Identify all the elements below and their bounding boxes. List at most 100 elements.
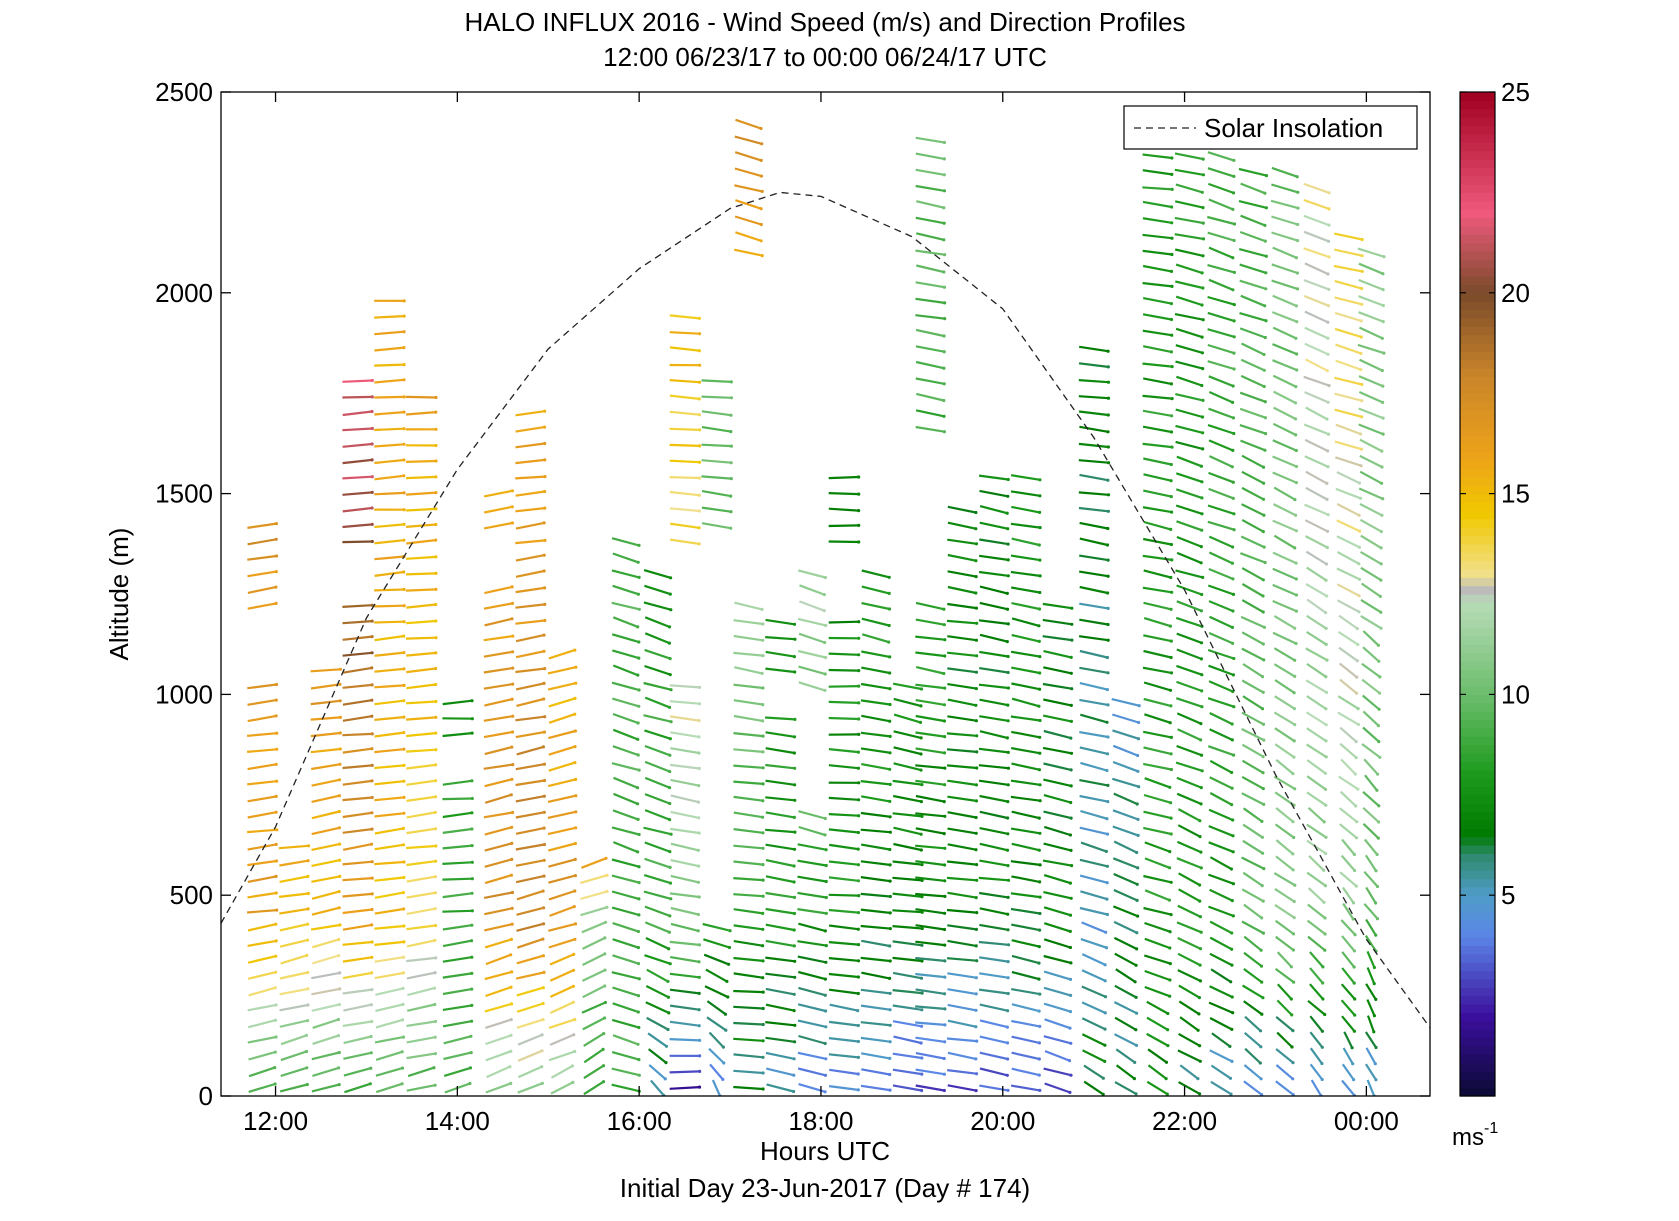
wind-barb-head (1038, 945, 1041, 948)
wind-barb-head (371, 796, 374, 799)
wind-barb (1274, 777, 1294, 789)
wind-barb-head (920, 1056, 923, 1059)
wind-barb-head (371, 442, 374, 445)
wind-barb-head (793, 960, 796, 963)
wind-barb-head (1135, 1044, 1138, 1047)
wind-barb (407, 893, 436, 898)
wind-barb-head (1198, 1044, 1201, 1047)
wind-barb-head (1170, 479, 1173, 482)
wind-barb (766, 1053, 794, 1059)
wind-barb-head (1379, 627, 1382, 630)
wind-barb (1079, 347, 1108, 351)
wind-barb-head (637, 913, 640, 916)
wind-barb-head (572, 985, 575, 988)
wind-barb (733, 846, 763, 849)
wind-barb-head (761, 816, 764, 819)
wind-barb-head (338, 778, 341, 781)
wind-barb-head (637, 865, 640, 868)
wind-barb (1178, 906, 1201, 917)
wind-barb (1012, 764, 1040, 770)
wind-barb (1340, 808, 1357, 822)
wind-barb-head (574, 858, 577, 861)
wind-barb-head (1199, 979, 1202, 982)
wind-barb-head (1200, 303, 1203, 306)
wind-barb (1177, 794, 1201, 804)
wind-barb (980, 587, 1007, 594)
wind-barb (516, 555, 544, 560)
wind-barb (1361, 616, 1381, 628)
wind-barb (1276, 1049, 1293, 1063)
wind-barb-head (1356, 659, 1359, 662)
wind-barb-head (729, 495, 732, 498)
wind-barb (798, 570, 825, 577)
wind-barb-head (1107, 413, 1110, 416)
wind-barb (549, 1052, 575, 1061)
wind-barb (644, 602, 671, 609)
wind-barb-head (698, 476, 701, 479)
wind-barb-head (510, 938, 513, 941)
wind-barb-head (793, 670, 796, 673)
wind-barb-head (1229, 980, 1232, 983)
wind-barb (1242, 632, 1263, 644)
wind-barb-head (637, 946, 640, 949)
wind-barb (1274, 536, 1294, 548)
colorbar-band (1460, 644, 1495, 653)
colorbar-band (1460, 201, 1495, 210)
wind-barb (979, 893, 1008, 897)
wind-barb-head (1105, 817, 1108, 820)
wind-barb (374, 622, 404, 623)
wind-barb-head (1361, 254, 1364, 257)
wind-barb (1245, 1017, 1261, 1031)
wind-barb (734, 1054, 764, 1057)
colorbar-band (1460, 845, 1495, 854)
wind-barb (548, 828, 576, 834)
wind-barb-head (637, 688, 640, 691)
wind-barb (799, 634, 825, 643)
colorbar-band (1460, 427, 1495, 436)
wind-barb-head (1069, 1074, 1072, 1077)
wind-barb-head (1070, 784, 1073, 787)
wind-barb-head (920, 1008, 923, 1011)
wind-barb (248, 1020, 275, 1027)
wind-barb-head (542, 697, 545, 700)
wind-barb (1306, 408, 1327, 420)
wind-barb-head (1170, 156, 1173, 159)
wind-barb (312, 892, 339, 899)
wind-barb-head (339, 747, 342, 750)
wind-barb-head (470, 892, 473, 895)
wind-barb-head (1262, 739, 1265, 742)
wind-barb-head (1170, 302, 1173, 305)
wind-barb-head (1200, 593, 1203, 596)
wind-barb (406, 958, 435, 961)
wind-barb (484, 716, 513, 721)
wind-barb (1273, 328, 1296, 339)
wind-barb-head (1070, 752, 1073, 755)
wind-barb-head (1231, 995, 1234, 998)
wind-barb (645, 698, 669, 708)
wind-barb-head (637, 753, 640, 756)
wind-barb-head (1295, 304, 1298, 307)
wind-barb-head (888, 1089, 891, 1092)
wind-barb-head (1378, 708, 1381, 711)
wind-barb (1011, 876, 1039, 882)
wind-barb-head (275, 538, 278, 541)
wind-barb (406, 669, 435, 673)
wind-barb-head (1263, 449, 1266, 452)
wind-barb-head (1375, 789, 1378, 792)
wind-barb-head (762, 1071, 765, 1074)
wind-barb-head (943, 976, 946, 979)
wind-barb-head (793, 848, 796, 851)
wind-barb (1044, 1004, 1070, 1012)
wind-barb-head (943, 157, 946, 160)
wind-barb-head (306, 939, 309, 942)
wind-barb (861, 1086, 890, 1090)
wind-barb-head (761, 654, 764, 657)
wind-barb-head (1262, 723, 1265, 726)
wind-barb (1044, 795, 1071, 802)
wind-barb-head (889, 927, 892, 930)
wind-barb (1342, 856, 1355, 871)
wind-barb-head (572, 953, 575, 956)
wind-barb-head (1170, 736, 1173, 739)
x-axis-sublabel: Initial Day 23-Jun-2017 (Day # 174) (620, 1173, 1030, 1203)
wind-barb (343, 1022, 372, 1026)
